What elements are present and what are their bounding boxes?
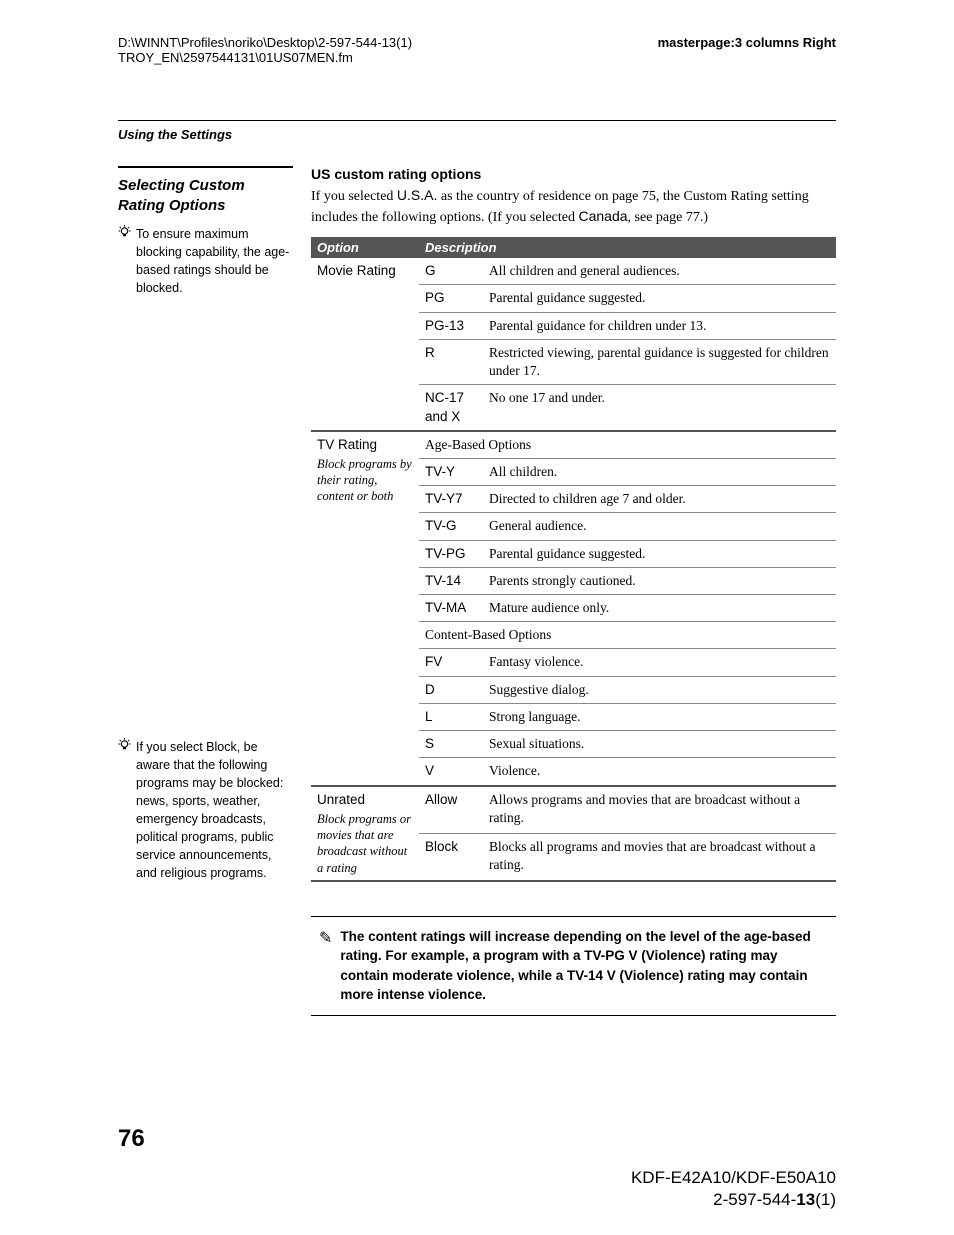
- rating-desc: Directed to children age 7 and older.: [483, 486, 836, 513]
- intro-canada: Canada: [579, 208, 628, 224]
- rating-code: S: [419, 731, 483, 758]
- age-based-header: Age-Based Options: [419, 431, 836, 459]
- rating-code: TV-G: [419, 513, 483, 540]
- footer-ref-a: 2-597-544-: [713, 1190, 796, 1209]
- rating-desc: Allows programs and movies that are broa…: [483, 786, 836, 834]
- rating-code: TV-Y7: [419, 486, 483, 513]
- intro-text: If you selected: [311, 189, 397, 204]
- header-path-line2: TROY_EN\2597544131\01US07MEN.fm: [118, 50, 412, 65]
- rating-desc: Blocks all programs and movies that are …: [483, 833, 836, 881]
- table-row: Movie Rating G All children and general …: [311, 258, 836, 285]
- main-content: US custom rating options If you selected…: [311, 166, 836, 1016]
- tv-rating-label: TV Rating: [317, 437, 377, 452]
- footer-docref: 2-597-544-13(1): [631, 1189, 836, 1211]
- option-unrated: Unrated Block programs or movies that ar…: [311, 786, 419, 881]
- intro-paragraph: If you selected U.S.A. as the country of…: [311, 186, 836, 227]
- note-tvpg: TV-PG V: [584, 948, 637, 963]
- rating-desc: Restricted viewing, parental guidance is…: [483, 339, 836, 384]
- rating-code: Allow: [419, 786, 483, 834]
- sidebar-title: Selecting Custom Rating Options: [118, 176, 293, 215]
- tip-2-text: If you select Block, be aware that the f…: [136, 738, 293, 883]
- rating-code: R: [419, 339, 483, 384]
- rating-desc: Strong language.: [483, 703, 836, 730]
- tip-2: If you select Block, be aware that the f…: [118, 738, 293, 883]
- rating-code: TV-Y: [419, 458, 483, 485]
- unrated-label: Unrated: [317, 792, 365, 807]
- note-tv14: TV-14 V: [567, 968, 616, 983]
- rating-code: TV-14: [419, 567, 483, 594]
- rating-desc: Fantasy violence.: [483, 649, 836, 676]
- option-movie-rating: Movie Rating: [311, 258, 419, 431]
- rating-code: L: [419, 703, 483, 730]
- rating-code: FV: [419, 649, 483, 676]
- rating-desc: No one 17 and under.: [483, 385, 836, 431]
- table-row: Unrated Block programs or movies that ar…: [311, 786, 836, 834]
- header-path-line1: D:\WINNT\Profiles\noriko\Desktop\2-597-5…: [118, 35, 412, 50]
- table-row: TV Rating Block programs by their rating…: [311, 431, 836, 459]
- page-number: 76: [118, 1125, 145, 1153]
- intro-text: , see page 77.): [628, 210, 708, 225]
- rating-code: Block: [419, 833, 483, 881]
- lightbulb-icon: [118, 738, 132, 883]
- unrated-sub: Block programs or movies that are broadc…: [317, 811, 413, 876]
- lightbulb-icon: [118, 225, 132, 298]
- rating-code: TV-PG: [419, 540, 483, 567]
- intro-usa: U.S.A.: [397, 187, 437, 203]
- rating-code: TV-MA: [419, 595, 483, 622]
- divider: [118, 120, 836, 121]
- col-option: Option: [311, 237, 419, 258]
- rating-desc: Mature audience only.: [483, 595, 836, 622]
- sidebar-divider: [118, 166, 293, 168]
- option-tv-rating: TV Rating Block programs by their rating…: [311, 431, 419, 786]
- col-description: Description: [419, 237, 836, 258]
- rating-code: D: [419, 676, 483, 703]
- tip-1-text: To ensure maximum blocking capability, t…: [136, 225, 293, 298]
- section-header: Using the Settings: [118, 127, 836, 142]
- rating-code: V: [419, 758, 483, 786]
- rating-desc: General audience.: [483, 513, 836, 540]
- pencil-icon: ✎: [319, 927, 332, 1005]
- main-heading: US custom rating options: [311, 166, 836, 182]
- rating-desc: Parental guidance suggested.: [483, 285, 836, 312]
- rating-code: G: [419, 258, 483, 285]
- footer-ref-b: 13: [796, 1190, 815, 1209]
- footer-ref-c: (1): [815, 1190, 836, 1209]
- rating-desc: Parental guidance for children under 13.: [483, 312, 836, 339]
- table-header-row: Option Description: [311, 237, 836, 258]
- note-box: ✎ The content ratings will increase depe…: [311, 916, 836, 1016]
- sidebar: Selecting Custom Rating Options To ensur…: [118, 166, 293, 1016]
- rating-desc: Suggestive dialog.: [483, 676, 836, 703]
- content-based-header: Content-Based Options: [419, 622, 836, 649]
- tip-1: To ensure maximum blocking capability, t…: [118, 225, 293, 298]
- note-text: The content ratings will increase depend…: [340, 927, 828, 1005]
- rating-desc: All children and general audiences.: [483, 258, 836, 285]
- rating-desc: Violence.: [483, 758, 836, 786]
- footer: KDF-E42A10/KDF-E50A10 2-597-544-13(1): [631, 1167, 836, 1211]
- rating-code: NC-17 and X: [419, 385, 483, 431]
- rating-code: PG: [419, 285, 483, 312]
- ratings-table: Option Description Movie Rating G All ch…: [311, 237, 836, 882]
- header-masterpage: masterpage:3 columns Right: [658, 35, 836, 65]
- rating-desc: All children.: [483, 458, 836, 485]
- rating-code: PG-13: [419, 312, 483, 339]
- footer-model: KDF-E42A10/KDF-E50A10: [631, 1167, 836, 1189]
- header-path: D:\WINNT\Profiles\noriko\Desktop\2-597-5…: [118, 35, 412, 65]
- tv-rating-sub: Block programs by their rating, content …: [317, 456, 413, 505]
- rating-desc: Parents strongly cautioned.: [483, 567, 836, 594]
- rating-desc: Sexual situations.: [483, 731, 836, 758]
- rating-desc: Parental guidance suggested.: [483, 540, 836, 567]
